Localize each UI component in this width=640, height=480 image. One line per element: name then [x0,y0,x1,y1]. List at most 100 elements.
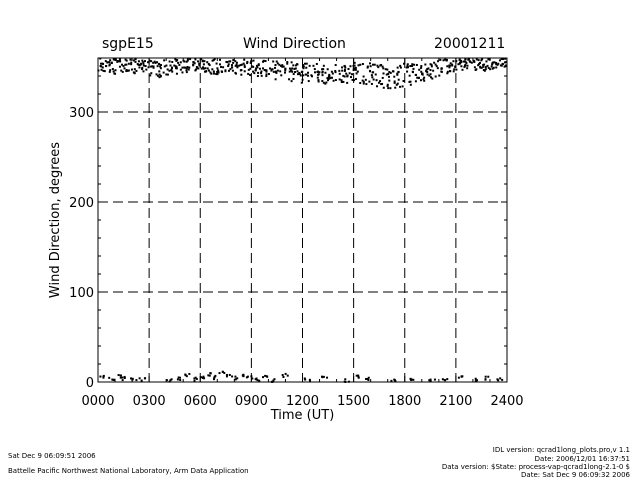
data-point [396,73,399,76]
data-point [307,80,310,83]
data-point [242,62,245,65]
data-point [408,74,411,77]
data-point [338,78,341,81]
data-point [184,66,187,69]
data-point [111,378,114,381]
data-point [149,74,152,77]
data-point [207,69,210,72]
data-point [270,69,273,72]
data-point [125,70,128,73]
data-point [141,59,144,62]
data-point [436,67,439,70]
data-point [491,63,494,66]
data-point [247,72,250,75]
data-point [338,72,341,75]
data-point [202,66,205,69]
data-point [483,69,486,72]
data-point [178,63,181,66]
data-point [393,75,396,78]
data-point [409,64,412,67]
data-point [331,72,334,75]
data-point [426,67,429,70]
data-point [298,73,301,76]
data-point [170,68,173,71]
data-point [216,70,219,73]
data-point [137,60,140,63]
data-point [235,63,238,66]
data-point [142,61,145,64]
data-point [131,378,134,381]
data-point [463,64,466,67]
data-point [221,370,224,373]
data-point [308,378,311,381]
data-point [170,378,173,381]
data-point [377,81,380,84]
data-point [317,79,320,82]
data-point [321,71,324,74]
data-point [426,71,429,74]
data-point [145,68,148,71]
data-point [418,68,421,71]
data-point [382,72,385,75]
data-point [474,377,477,380]
data-point [168,60,171,63]
data-point [225,375,228,378]
data-point [458,58,461,61]
data-point [380,63,383,66]
data-point [487,375,490,378]
data-point [459,59,462,62]
data-point [269,67,272,70]
data-point [367,376,370,379]
data-point [434,63,437,66]
data-point [439,58,442,61]
data-point [144,377,147,380]
data-point [326,68,329,71]
data-point [417,76,420,79]
data-point [158,62,161,65]
data-point [399,85,402,88]
data-point [119,60,122,63]
data-point [222,66,225,69]
data-point [211,68,214,71]
data-point [302,67,305,70]
data-point [380,83,383,86]
data-point [201,376,204,379]
data-point [393,81,396,84]
data-point [99,375,102,378]
data-point [265,75,268,78]
data-point [134,58,137,61]
data-point [334,69,337,72]
data-point [382,86,385,89]
data-point [112,58,115,61]
data-point [405,66,408,69]
data-point [256,75,259,78]
data-point [466,64,469,67]
data-point [260,72,263,75]
footer-idl-date: Date: 2006/12/01 16:37:51 [534,455,630,463]
data-point [118,58,121,61]
data-point [112,70,115,73]
footer-timestamp: Sat Dec 9 06:09:51 2006 [8,452,96,460]
data-point [396,66,399,69]
data-point [260,74,263,77]
data-point [396,72,399,75]
data-point [125,69,128,72]
data-point [305,62,308,65]
data-point [479,66,482,69]
data-point [455,60,458,63]
data-point [354,66,357,69]
data-point [204,70,207,73]
data-point [428,379,431,382]
data-point [483,63,486,66]
data-point [505,60,508,63]
data-point [324,82,327,85]
data-point [322,64,325,67]
data-point [388,71,391,74]
data-point [359,82,362,85]
data-point [170,66,173,69]
data-point [227,69,230,72]
data-point [486,64,489,67]
data-point [293,67,296,70]
data-point [274,78,277,81]
data-point [372,71,375,74]
